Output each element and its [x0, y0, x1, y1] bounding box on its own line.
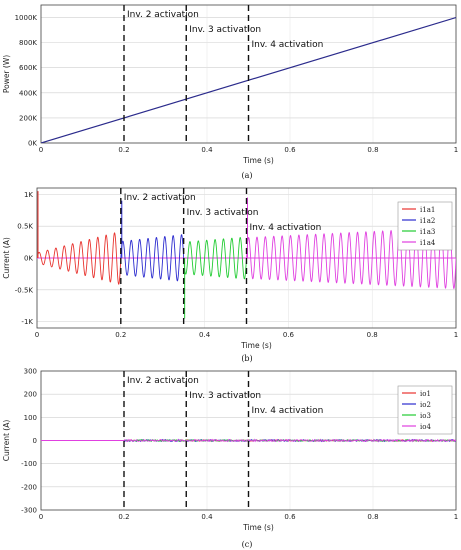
x-tick-label: 1: [454, 146, 458, 154]
y-tick-label: -100: [21, 460, 37, 468]
y-tick-label: -1K: [21, 318, 33, 326]
x-tick-label: 1: [454, 331, 458, 339]
x-tick-label: 1: [454, 513, 458, 521]
y-tick-label: 200K: [19, 114, 37, 122]
x-axis-label: Time (s): [240, 341, 272, 350]
x-axis-label: Time (s): [242, 523, 274, 532]
y-axis-label: Current (A): [2, 237, 11, 279]
x-axis-label: Time (s): [242, 156, 274, 165]
panel-caption-c: (c): [242, 540, 253, 549]
y-axis-label: Current (A): [2, 420, 11, 462]
x-tick-label: 0.6: [284, 513, 296, 521]
y-tick-label: 0K: [24, 255, 33, 263]
series-line-i1a2: [120, 234, 185, 282]
x-tick-label: 0.4: [201, 513, 213, 521]
x-tick-label: 0.6: [283, 331, 295, 339]
x-tick-label: 0.2: [118, 146, 129, 154]
activation-label: Inv. 3 activation: [189, 25, 261, 35]
series-line-i1a3: [183, 237, 247, 280]
y-tick-label: -0.5K: [15, 286, 34, 294]
y-tick-label: 0K: [28, 140, 37, 148]
activation-label: Inv. 3 activation: [187, 208, 259, 218]
y-tick-label: 1000K: [15, 14, 38, 22]
x-tick-label: 0: [39, 513, 43, 521]
legend-label: io1: [420, 390, 431, 398]
series-group: [41, 438, 456, 443]
legend-label: io4: [420, 423, 431, 431]
x-tick-label: 0.6: [284, 146, 296, 154]
y-tick-label: -200: [21, 483, 37, 491]
activation-label: Inv. 2 activation: [127, 376, 199, 386]
legend-label: i1a3: [420, 228, 435, 236]
panel-caption-b: (b): [241, 354, 252, 363]
plot-panel-0: [40, 4, 457, 144]
y-tick-label: 0.5K: [17, 223, 33, 231]
activation-label: Inv. 2 activation: [127, 10, 199, 20]
y-tick-label: 300: [24, 368, 37, 376]
x-tick-label: 0: [39, 146, 43, 154]
y-tick-label: 0: [33, 437, 37, 445]
y-axis-label: Power (W): [2, 55, 11, 93]
y-tick-label: 100: [24, 414, 37, 422]
x-tick-label: 0.2: [115, 331, 126, 339]
activation-label: Inv. 2 activation: [124, 193, 196, 203]
plot-panel-2: [40, 370, 457, 511]
legend-label: io2: [420, 401, 431, 409]
y-tick-label: 600K: [19, 64, 37, 72]
y-tick-label: 800K: [19, 39, 37, 47]
x-tick-label: 0.8: [367, 331, 378, 339]
activation-label: Inv. 4 activation: [252, 40, 324, 50]
activation-label: Inv. 3 activation: [189, 391, 261, 401]
x-tick-label: 0.4: [199, 331, 211, 339]
legend-label: io3: [420, 412, 431, 420]
legend-label: i1a4: [420, 239, 436, 247]
x-tick-label: 0.4: [201, 146, 213, 154]
x-tick-label: 0: [35, 331, 39, 339]
x-tick-label: 0.2: [118, 513, 129, 521]
series-line-i1a1: [37, 232, 122, 285]
activation-label: Inv. 4 activation: [250, 223, 322, 233]
plot-panel-1: [36, 187, 457, 329]
legend-label: i1a2: [420, 217, 435, 225]
panel-caption-a: (a): [241, 171, 252, 180]
y-tick-label: -300: [21, 507, 37, 515]
y-tick-label: 200: [24, 391, 37, 399]
legend-label: i1a1: [420, 206, 435, 214]
series-line-io4: [41, 438, 456, 443]
y-tick-label: 400K: [19, 89, 37, 97]
activation-label: Inv. 4 activation: [252, 406, 324, 416]
x-tick-label: 0.8: [367, 513, 378, 521]
y-tick-label: 1K: [24, 191, 33, 199]
x-tick-label: 0.8: [367, 146, 378, 154]
series-line-i1a4: [246, 226, 456, 290]
